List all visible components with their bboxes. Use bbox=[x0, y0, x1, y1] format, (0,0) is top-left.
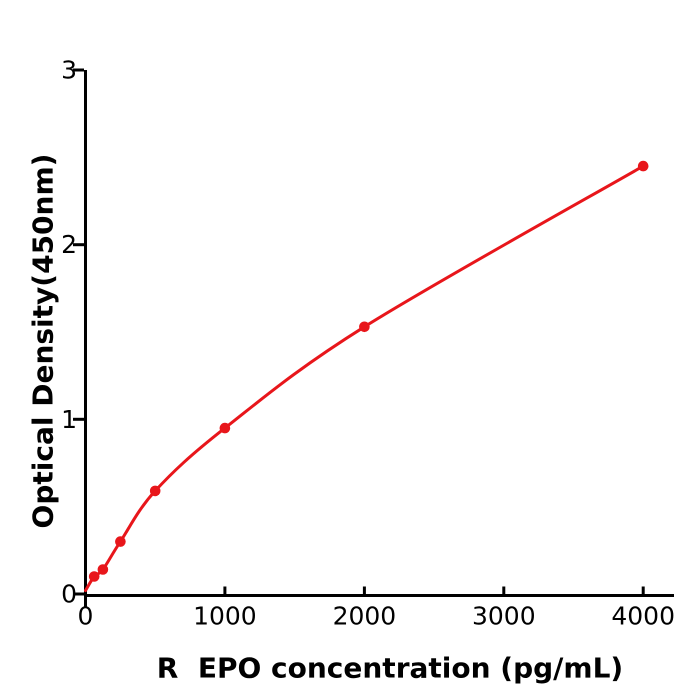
data-point bbox=[359, 321, 370, 333]
y-axis-ticks: 0 1 2 3 bbox=[61, 56, 84, 609]
x-tick-label: 1000 bbox=[193, 601, 257, 630]
data-series bbox=[84, 160, 649, 592]
y-tick-label: 1 bbox=[61, 405, 77, 434]
data-point bbox=[219, 422, 231, 434]
y-tick-label: 3 bbox=[61, 56, 77, 85]
data-point bbox=[115, 536, 126, 547]
data-point bbox=[88, 571, 100, 582]
x-axis-ticks: 0 1000 2000 3000 4000 bbox=[78, 586, 675, 630]
x-tick-label: 4000 bbox=[611, 601, 675, 630]
x-tick-label: 2000 bbox=[333, 601, 397, 630]
x-tick-label: 0 bbox=[78, 601, 94, 630]
data-point bbox=[149, 485, 161, 497]
fit-curve bbox=[84, 164, 645, 592]
data-point bbox=[637, 160, 649, 172]
y-tick-label: 0 bbox=[61, 580, 77, 609]
axes-spines bbox=[84, 70, 674, 597]
y-axis-title: Optical Density(450nm) bbox=[27, 154, 60, 529]
y-tick-label: 2 bbox=[61, 230, 77, 259]
x-axis-title: R EPO concentration (pg/mL) bbox=[157, 652, 623, 685]
x-tick-label: 3000 bbox=[472, 601, 536, 630]
data-point bbox=[97, 564, 109, 575]
